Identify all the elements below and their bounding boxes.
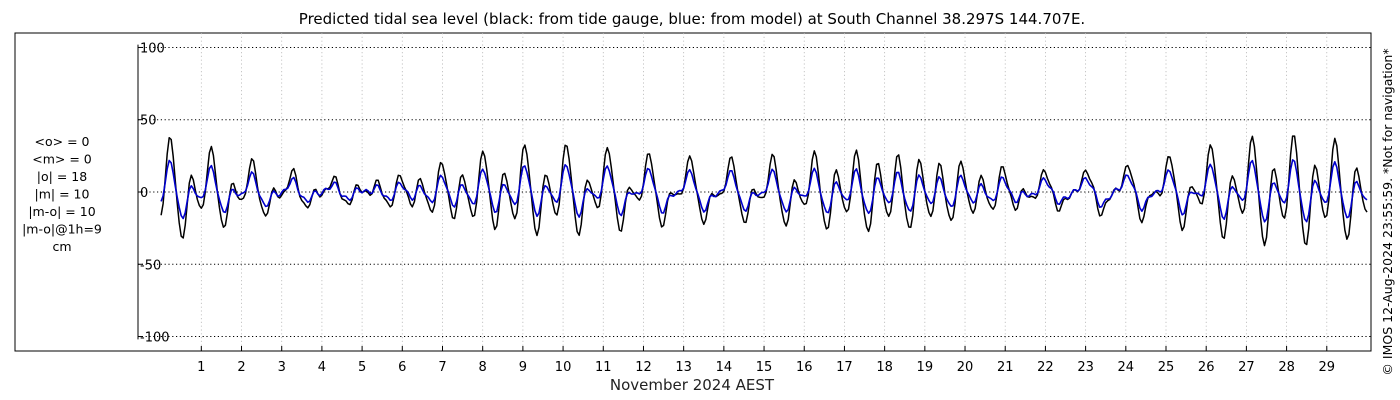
x-tick-label: 8 [479, 360, 487, 375]
x-tick-label: 25 [1158, 360, 1175, 375]
y-axis: -100 -50 0 50 100 [137, 41, 170, 346]
x-tick-label: 24 [1118, 360, 1135, 375]
x-tick-label: 10 [555, 360, 572, 375]
stats-panel: <o> = 0 <m> = 0 |o| = 18 |m| = 10 |m-o| = 10… [22, 134, 102, 254]
x-tick-label: 19 [917, 360, 934, 375]
x-tick-label: 1 [197, 360, 205, 375]
series-line-model [160, 159, 1368, 223]
x-axis-label: November 2024 AEST [610, 376, 775, 394]
x-tick-label: 16 [796, 360, 813, 375]
x-tick-label: 20 [957, 360, 974, 375]
x-tick-label: 17 [836, 360, 853, 375]
x-tick-label: 21 [997, 360, 1014, 375]
stat-line: |m-o| = 10 [28, 204, 95, 219]
stat-line: |m| = 10 [35, 187, 90, 202]
stat-line: |o| = 18 [37, 169, 87, 184]
x-tick-label: 2 [237, 360, 245, 375]
x-tick-label: 28 [1278, 360, 1295, 375]
chart-title: Predicted tidal sea level (black: from t… [299, 10, 1085, 28]
x-tick-label: 14 [716, 360, 733, 375]
y-tick-label: 0 [140, 186, 148, 201]
x-axis: 1 2 3 4 5 6 7 8 9 10 11 12 13 14 15 16 17 18 19 20 21 22 23 24 2… [197, 346, 1335, 375]
y-tick-label: -50 [140, 258, 161, 273]
x-tick-label: 23 [1077, 360, 1094, 375]
x-tick-label: 6 [398, 360, 406, 375]
credit-text: © IMOS 12-Aug-2024 23:55:59. *Not for na… [1380, 48, 1395, 375]
series-group [160, 135, 1368, 247]
y-tick-label: -100 [140, 331, 170, 346]
x-tick-label: 27 [1238, 360, 1255, 375]
x-tick-label: 7 [438, 360, 446, 375]
x-tick-label: 13 [675, 360, 692, 375]
y-tick-label: 100 [140, 41, 165, 56]
x-tick-label: 3 [278, 360, 286, 375]
stat-line: <m> = 0 [32, 152, 92, 167]
stat-line: <o> = 0 [35, 134, 90, 149]
x-tick-label: 12 [635, 360, 652, 375]
x-tick-label: 9 [519, 360, 527, 375]
x-tick-label: 15 [756, 360, 773, 375]
series-line-gauge [160, 135, 1368, 247]
y-tick-label: 50 [140, 114, 157, 129]
x-tick-label: 29 [1319, 360, 1336, 375]
stat-line: cm [52, 239, 71, 254]
plot-frame [14, 32, 1372, 352]
x-tick-label: 18 [876, 360, 893, 375]
x-tick-label: 4 [318, 360, 326, 375]
stat-line: |m-o|@1h=9 [22, 222, 102, 237]
x-tick-label: 22 [1037, 360, 1054, 375]
x-tick-label: 26 [1198, 360, 1215, 375]
x-tick-label: 11 [595, 360, 612, 375]
x-tick-label: 5 [358, 360, 366, 375]
